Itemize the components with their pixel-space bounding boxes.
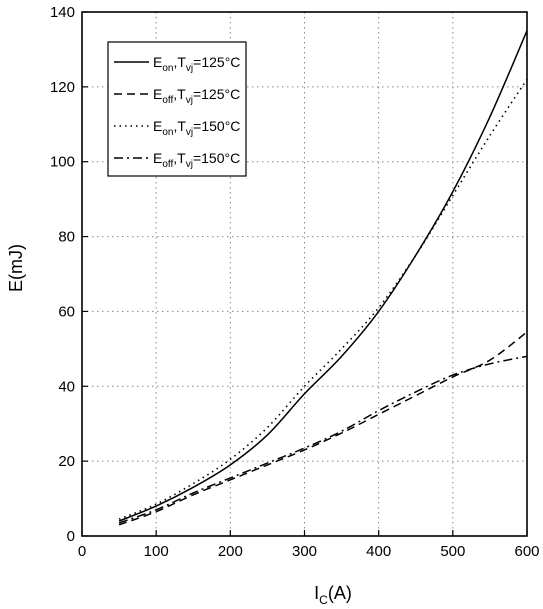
y-tick-label: 120 xyxy=(50,79,75,96)
series-line-solid xyxy=(118,30,528,522)
series-line-dashed xyxy=(118,331,528,526)
legend-entry: Eon,Tvj=150°C xyxy=(153,118,240,138)
y-tick-label: 20 xyxy=(58,453,75,470)
x-axis-label-main: I xyxy=(314,583,319,603)
y-tick-label: 60 xyxy=(58,303,75,320)
x-tick-label: 200 xyxy=(218,543,243,560)
x-axis-label-unit: (A) xyxy=(328,583,352,603)
y-axis-label: E(mJ) xyxy=(6,244,26,292)
legend-entry: Eon,Tvj=125°C xyxy=(153,54,240,74)
legend-entry: Eoff,Tvj=150°C xyxy=(153,150,240,170)
axis-ticks: 0 100 200 300 400 500 600 0 20 40 60 80 100 120 140 xyxy=(50,4,540,560)
x-tick-label: 500 xyxy=(440,543,465,560)
legend-box xyxy=(107,41,247,177)
x-tick-label: 0 xyxy=(78,543,86,560)
series-line-dotted xyxy=(118,78,528,520)
x-tick-label: 400 xyxy=(366,543,391,560)
x-tick-label: 600 xyxy=(514,543,539,560)
y-tick-label: 140 xyxy=(50,4,75,21)
y-tick-label: 80 xyxy=(58,229,75,246)
grid xyxy=(82,12,527,536)
series-lines xyxy=(118,30,528,526)
legend-entry: Eoff,Tvj=125°C xyxy=(153,86,240,106)
y-tick-label: 40 xyxy=(58,378,75,395)
x-tick-label: 100 xyxy=(144,543,169,560)
x-axis-label: IC(A) xyxy=(314,583,352,607)
legend: Eon,Tvj=125°C Eoff,Tvj=125°C Eon,Tvj=150°C… xyxy=(107,41,247,177)
x-axis-label-subscript: C xyxy=(319,593,328,607)
series-line-dashdot xyxy=(118,355,528,524)
y-tick-label: 0 xyxy=(67,528,75,545)
y-tick-label: 100 xyxy=(50,154,75,171)
x-tick-label: 300 xyxy=(292,543,317,560)
